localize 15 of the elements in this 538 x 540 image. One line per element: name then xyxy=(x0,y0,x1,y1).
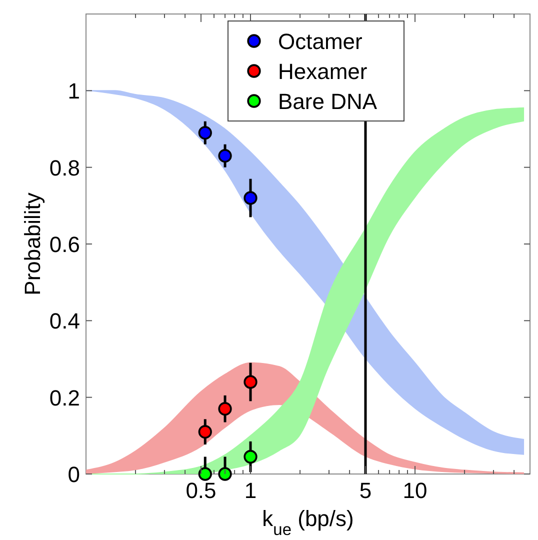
x-tick-label: 1 xyxy=(244,478,257,503)
x-tick-label: 0.5 xyxy=(186,478,216,503)
legend-label: Bare DNA xyxy=(278,89,378,114)
legend-label: Hexamer xyxy=(278,59,368,84)
x-tick-label: 10 xyxy=(402,478,428,503)
y-tick-label: 0.8 xyxy=(49,155,80,180)
y-tick-label: 0.4 xyxy=(49,308,80,334)
x-tick-label: 5 xyxy=(359,478,372,503)
x-axis-title: k$_{ue}$ (bp/s) xyxy=(262,506,354,539)
y-tick-label: 0 xyxy=(68,462,80,487)
legend-label: Octamer xyxy=(278,29,362,54)
y-axis-title: Probability xyxy=(20,192,45,296)
y-tick-label: 0.2 xyxy=(49,385,80,410)
y-tick-label: 1 xyxy=(68,78,80,104)
y-tick-label: 0.6 xyxy=(49,232,80,257)
